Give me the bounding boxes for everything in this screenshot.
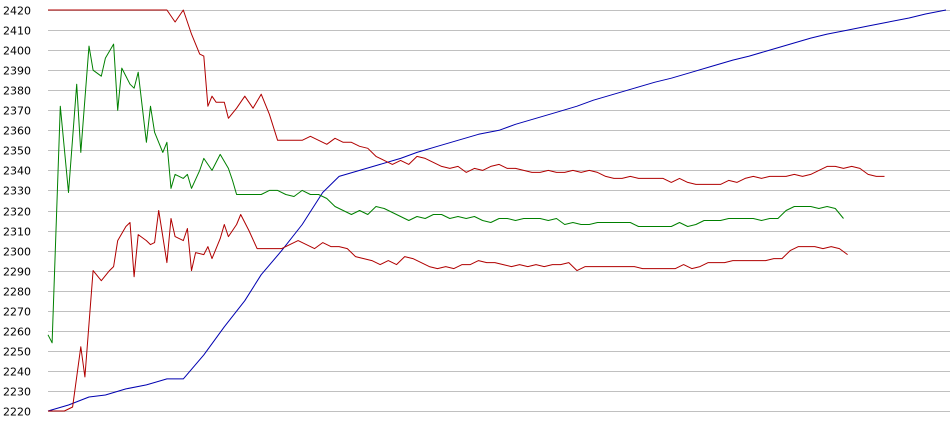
y-tick-label: 2220 <box>3 406 31 419</box>
series-line-1 <box>47 9 947 412</box>
gridlines <box>48 10 950 412</box>
y-tick-label: 2230 <box>3 386 31 399</box>
series-lines <box>47 9 947 412</box>
y-tick-label: 2380 <box>3 85 31 98</box>
y-tick-label: 2330 <box>3 185 31 198</box>
y-tick-label: 2400 <box>3 45 31 58</box>
y-tick-label: 2250 <box>3 346 31 359</box>
y-tick-label: 2420 <box>3 5 31 18</box>
y-tick-label: 2260 <box>3 326 31 339</box>
series-line-2 <box>47 43 844 344</box>
y-tick-label: 2350 <box>3 145 31 158</box>
y-tick-label: 2410 <box>3 25 31 38</box>
y-tick-label: 2340 <box>3 165 31 178</box>
y-tick-label: 2320 <box>3 206 31 219</box>
y-tick-label: 2370 <box>3 105 31 118</box>
y-tick-label: 2300 <box>3 246 31 259</box>
y-tick-label: 2360 <box>3 125 31 138</box>
y-tick-label: 2290 <box>3 266 31 279</box>
y-tick-label: 2390 <box>3 65 31 78</box>
y-tick-label: 2270 <box>3 306 31 319</box>
y-axis-tick-labels: 2220 2230 2240 2250 2260 2270 2280 2290 2300 2310… <box>3 5 31 419</box>
series-line-3 <box>48 9 885 185</box>
y-tick-label: 2310 <box>3 226 31 239</box>
y-tick-label: 2280 <box>3 286 31 299</box>
series-line-4 <box>48 210 848 412</box>
y-tick-label: 2240 <box>3 366 31 379</box>
